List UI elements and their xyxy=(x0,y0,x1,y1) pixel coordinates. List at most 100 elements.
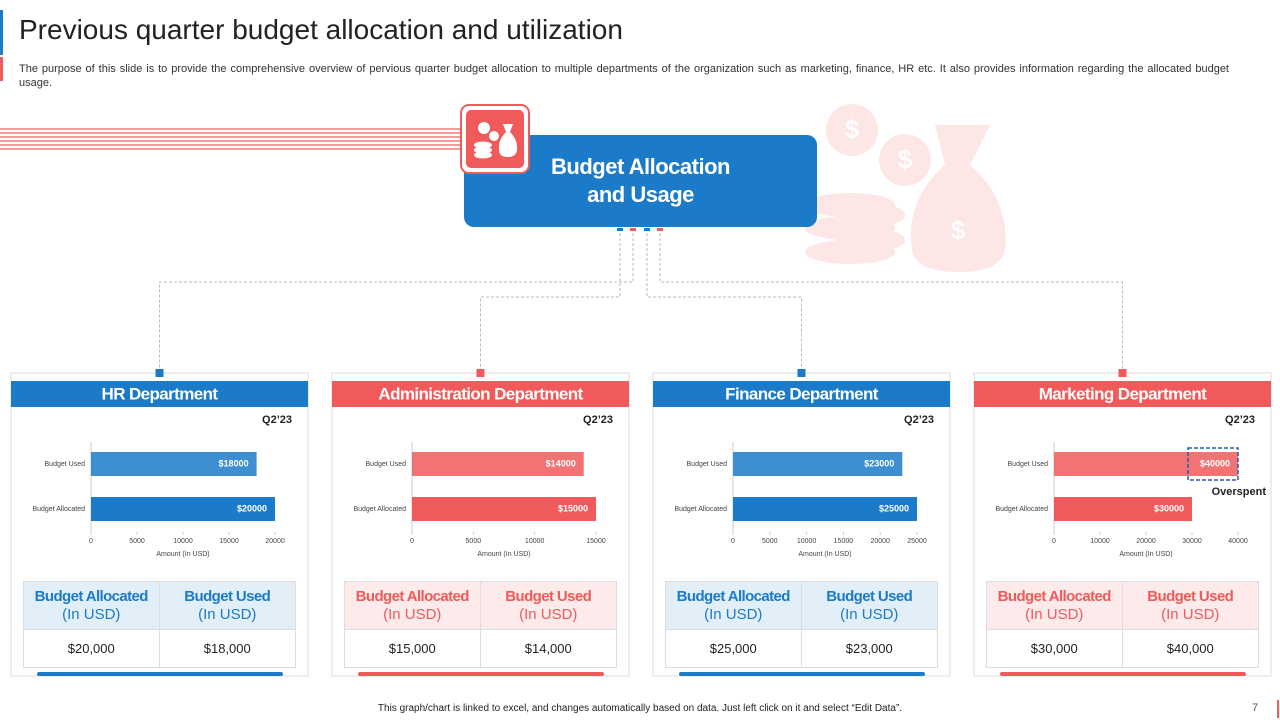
table-header: Budget Allocated (In USD) xyxy=(345,582,481,629)
category-label: Budget Used xyxy=(1008,461,1049,468)
header-text: Budget Used xyxy=(184,587,271,605)
header-text: (In USD) xyxy=(383,605,442,623)
slide-description: The purpose of this slide is to provide … xyxy=(19,63,1229,89)
x-tick-label: 0 xyxy=(731,538,735,545)
header-text: Budget Used xyxy=(505,587,592,605)
panel-underline xyxy=(1000,672,1246,676)
stripes xyxy=(0,128,462,150)
table-header: Budget Used (In USD) xyxy=(1122,582,1258,629)
hub-box xyxy=(464,135,817,227)
value-label: $15000 xyxy=(558,503,588,513)
panel-underline xyxy=(358,672,604,676)
table-cell: $30,000 xyxy=(987,629,1123,667)
budget-table: Budget Allocated (In USD) Budget Used (In U… xyxy=(665,581,938,668)
panel-period: Q2’23 xyxy=(904,414,934,426)
desc-accent xyxy=(0,57,3,81)
panel-title: Marketing Department xyxy=(1039,384,1207,403)
hub-markers xyxy=(630,228,663,231)
panel-marker xyxy=(1118,369,1127,377)
department-panel: HR Department Q2’23 0 5000 10000 15000 20000 Am… xyxy=(10,369,309,677)
page-accent xyxy=(1277,700,1279,718)
value-label: $40000 xyxy=(1200,458,1230,468)
header-text: Budget Allocated xyxy=(997,587,1112,605)
header-text: Budget Allocated xyxy=(34,587,149,605)
header-text: (In USD) xyxy=(198,605,257,623)
header-text: (In USD) xyxy=(840,605,899,623)
panel-period: Q2’23 xyxy=(583,414,613,426)
table-cell: $15,000 xyxy=(345,629,481,667)
bar xyxy=(91,452,257,476)
header-text: (In USD) xyxy=(704,605,763,623)
x-tick-label: 0 xyxy=(1052,538,1056,545)
x-tick-label: 10000 xyxy=(797,538,817,545)
budget-table: Budget Allocated (In USD) Budget Used (In U… xyxy=(23,581,296,668)
x-tick-label: 25000 xyxy=(907,538,927,545)
department-panel: Finance Department Q2’23 0 5000 10000 15000 20… xyxy=(652,369,951,677)
x-tick-label: 10000 xyxy=(525,538,545,545)
x-tick-label: 10000 xyxy=(1090,538,1110,545)
panel-frame xyxy=(331,372,630,677)
x-tick-label: 5000 xyxy=(466,538,482,545)
table-header: Budget Allocated (In USD) xyxy=(24,582,160,629)
x-tick-label: 20000 xyxy=(1136,538,1156,545)
header-text: Budget Allocated xyxy=(676,587,791,605)
x-tick-label: 15000 xyxy=(219,538,239,545)
panels: HR Department Q2’23 0 5000 10000 15000 20000 Am… xyxy=(10,369,1272,677)
hub-icon-glyph xyxy=(474,122,518,159)
x-axis-label: Amount (In USD) xyxy=(156,551,209,558)
panel-underline xyxy=(679,672,925,676)
connector xyxy=(659,233,1123,370)
header-text: (In USD) xyxy=(1161,605,1220,623)
title-accent xyxy=(0,10,3,55)
value-label: $23000 xyxy=(864,458,894,468)
x-tick-label: 0 xyxy=(89,538,93,545)
table-cell: $18,000 xyxy=(159,629,295,667)
panel-header xyxy=(332,381,629,407)
x-tick-label: 30000 xyxy=(1182,538,1202,545)
hub-title: Budget Allocation and Usage xyxy=(551,154,730,207)
annotation-box xyxy=(1187,447,1239,481)
value-label: $14000 xyxy=(546,458,576,468)
bar xyxy=(733,452,903,476)
bar xyxy=(1054,497,1192,521)
connector xyxy=(159,233,634,370)
x-tick-label: 15000 xyxy=(834,538,854,545)
budget-table: Budget Allocated (In USD) Budget Used (In U… xyxy=(986,581,1259,668)
connectors xyxy=(159,233,1123,370)
panel-period: Q2’23 xyxy=(1225,414,1255,426)
connector xyxy=(646,233,802,370)
category-label: Budget Used xyxy=(366,461,407,468)
category-label: Budget Allocated xyxy=(353,506,406,513)
bar xyxy=(91,497,275,521)
panel-title: HR Department xyxy=(102,384,219,403)
bar xyxy=(412,452,584,476)
panel-header xyxy=(974,381,1271,407)
table-cell: $40,000 xyxy=(1122,629,1258,667)
bar xyxy=(733,497,917,521)
panel-frame xyxy=(10,372,309,677)
header-text: (In USD) xyxy=(519,605,578,623)
x-tick-label: 15000 xyxy=(586,538,606,545)
panel-marker xyxy=(476,369,485,377)
header-text: (In USD) xyxy=(1025,605,1084,623)
x-tick-label: 20000 xyxy=(265,538,285,545)
x-tick-label: 5000 xyxy=(762,538,778,545)
x-axis-label: Amount (In USD) xyxy=(477,551,530,558)
table-header: Budget Used (In USD) xyxy=(480,582,616,629)
x-tick-label: 20000 xyxy=(870,538,890,545)
category-label: Budget Used xyxy=(45,461,86,468)
panel-title: Finance Department xyxy=(725,384,879,403)
x-axis-label: Amount (In USD) xyxy=(1119,551,1172,558)
table-cell: $20,000 xyxy=(24,629,160,667)
x-axis-label: Amount (In USD) xyxy=(798,551,851,558)
hub-markers xyxy=(617,228,650,231)
panel-header xyxy=(11,381,308,407)
hub: Budget Allocation and Usage xyxy=(464,135,817,227)
category-label: Budget Used xyxy=(687,461,728,468)
value-label: $30000 xyxy=(1154,503,1184,513)
connector xyxy=(480,233,621,370)
header-text: Budget Allocated xyxy=(355,587,470,605)
budget-table: Budget Allocated (In USD) Budget Used (In U… xyxy=(344,581,617,668)
